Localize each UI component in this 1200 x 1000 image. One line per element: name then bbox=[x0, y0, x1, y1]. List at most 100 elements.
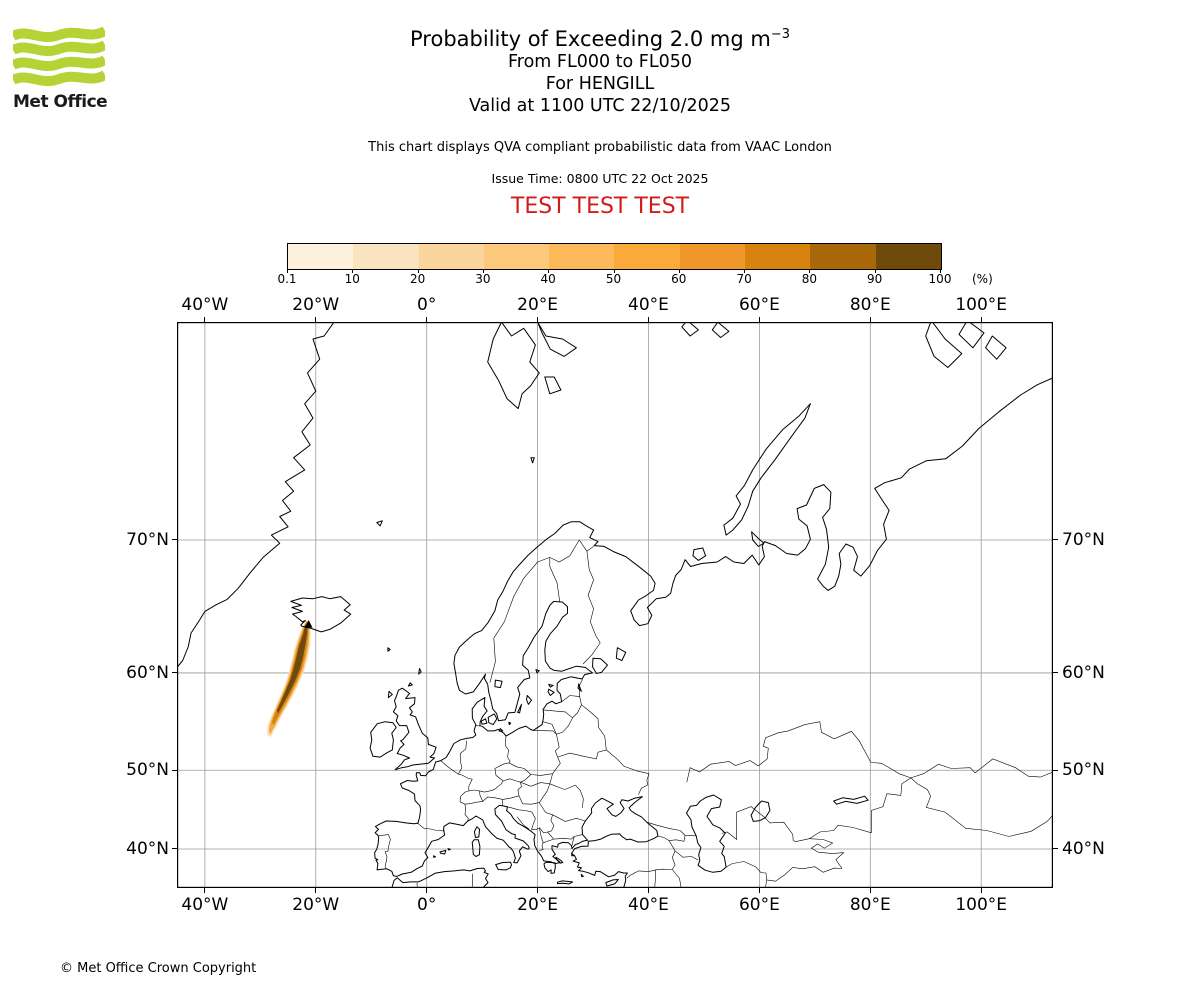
coastline bbox=[592, 657, 608, 674]
coastline bbox=[418, 668, 422, 675]
country-border bbox=[571, 836, 575, 846]
colorbar-segment bbox=[745, 244, 811, 269]
colorbar-tick bbox=[287, 269, 288, 273]
country-border bbox=[646, 821, 697, 837]
country-border bbox=[459, 790, 469, 802]
axis-tick bbox=[426, 888, 428, 893]
test-banner: TEST TEST TEST bbox=[510, 193, 690, 219]
country-border bbox=[672, 869, 682, 888]
coastline bbox=[711, 322, 730, 338]
country-border bbox=[925, 796, 1053, 837]
colorbar-tick-label: 60 bbox=[671, 272, 687, 286]
lon-tick-label-bottom: 0° bbox=[417, 895, 437, 915]
lon-tick-label-top: 20°W bbox=[292, 295, 340, 315]
colorbar-tick bbox=[744, 269, 746, 273]
lon-tick-label-top: 40°E bbox=[628, 295, 669, 315]
coastline bbox=[547, 688, 555, 696]
ash-plume-layer bbox=[267, 620, 311, 737]
colorbar-tick-label: 20 bbox=[409, 272, 426, 286]
coastline bbox=[548, 683, 554, 688]
country-border bbox=[417, 823, 445, 832]
axis-tick bbox=[537, 888, 539, 893]
colorbar-tick-label: 50 bbox=[605, 272, 622, 286]
country-border bbox=[489, 539, 594, 683]
coastline bbox=[407, 682, 413, 687]
country-border bbox=[502, 795, 520, 800]
country-border bbox=[721, 806, 872, 843]
colorbar-tick-label: 70 bbox=[736, 272, 752, 286]
colorbar-segment bbox=[810, 244, 876, 269]
colorbar-tick bbox=[352, 269, 354, 273]
lon-tick-label-top: 60°E bbox=[738, 295, 780, 315]
coastline bbox=[391, 867, 489, 888]
coastline bbox=[439, 849, 447, 855]
country-border bbox=[543, 838, 554, 844]
country-border bbox=[533, 730, 557, 735]
country-border bbox=[547, 831, 554, 840]
colorbar-segment bbox=[483, 244, 550, 269]
logo-wave-stripe bbox=[10, 26, 108, 42]
lon-tick-label-bottom: 20°W bbox=[292, 895, 340, 915]
country-border bbox=[553, 834, 583, 840]
coastline bbox=[833, 795, 869, 805]
coastlines-layer bbox=[177, 322, 1053, 888]
country-border bbox=[550, 814, 555, 832]
coastline bbox=[508, 721, 512, 726]
coastline bbox=[750, 800, 771, 822]
lon-tick-label-top: 0° bbox=[417, 295, 437, 315]
axis-tick bbox=[204, 317, 206, 322]
country-border bbox=[468, 780, 504, 793]
met-office-logo: Met Office bbox=[10, 26, 113, 112]
coastline bbox=[615, 647, 627, 661]
colorbar-tick-label: 10 bbox=[344, 272, 360, 286]
country-border bbox=[531, 811, 536, 830]
coastline bbox=[537, 322, 577, 357]
coastline bbox=[290, 596, 352, 633]
country-border bbox=[539, 802, 553, 816]
country-border bbox=[552, 814, 586, 822]
country-border bbox=[557, 749, 607, 760]
colorbar-segment bbox=[679, 244, 746, 269]
coastline bbox=[387, 647, 391, 652]
probability-map bbox=[177, 322, 1053, 888]
axis-tick bbox=[1053, 672, 1058, 674]
axis-tick bbox=[1053, 539, 1058, 541]
country-border bbox=[575, 784, 584, 808]
coastline bbox=[556, 880, 573, 885]
axis-tick bbox=[869, 317, 871, 322]
axis-tick bbox=[172, 848, 177, 850]
lon-tick-label-bottom: 20°E bbox=[517, 895, 559, 915]
axis-tick bbox=[869, 888, 871, 893]
lon-tick-label-top: 20°E bbox=[517, 295, 559, 315]
coastline bbox=[376, 520, 383, 527]
country-border bbox=[539, 827, 544, 851]
country-border bbox=[479, 790, 503, 802]
lat-tick-label-left: 40°N bbox=[126, 838, 169, 859]
chart-title-exponent: −3 bbox=[770, 27, 790, 42]
lat-tick-label-right: 40°N bbox=[1062, 838, 1105, 859]
colorbar-tick bbox=[940, 269, 941, 273]
axis-tick bbox=[647, 888, 649, 893]
country-border bbox=[517, 782, 522, 796]
country-border bbox=[440, 760, 473, 791]
colorbar-tick bbox=[809, 269, 811, 273]
map-canvas bbox=[177, 322, 1053, 888]
met-office-logo-icon bbox=[10, 26, 108, 86]
colorbar-unit-label: (%) bbox=[972, 272, 993, 286]
country-border bbox=[518, 795, 540, 805]
lon-tick-label-top: 80°E bbox=[849, 295, 891, 315]
country-border bbox=[516, 816, 530, 830]
coastline bbox=[487, 713, 498, 726]
coastline bbox=[494, 679, 503, 689]
lat-tick-label-left: 60°N bbox=[126, 662, 169, 683]
coastline bbox=[471, 839, 481, 857]
volcano-marker bbox=[304, 620, 313, 628]
copyright-text: © Met Office Crown Copyright bbox=[60, 961, 257, 976]
lat-tick-label-right: 50°N bbox=[1062, 760, 1105, 781]
colorbar-tick bbox=[613, 269, 615, 273]
chart-title-text: Probability of Exceeding 2.0 mg m bbox=[410, 27, 771, 51]
probability-colorbar bbox=[287, 243, 942, 270]
country-border bbox=[459, 801, 469, 822]
subtitle-volcano: For HENGILL bbox=[545, 74, 655, 95]
